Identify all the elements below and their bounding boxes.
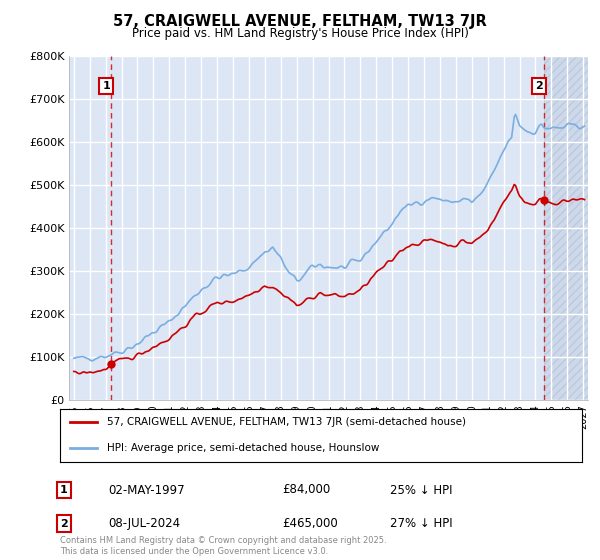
- Text: 1: 1: [60, 485, 68, 495]
- Text: 25% ↓ HPI: 25% ↓ HPI: [390, 483, 452, 497]
- Text: HPI: Average price, semi-detached house, Hounslow: HPI: Average price, semi-detached house,…: [107, 443, 379, 453]
- Text: Price paid vs. HM Land Registry's House Price Index (HPI): Price paid vs. HM Land Registry's House …: [131, 27, 469, 40]
- Text: 27% ↓ HPI: 27% ↓ HPI: [390, 517, 452, 530]
- Text: 57, CRAIGWELL AVENUE, FELTHAM, TW13 7JR (semi-detached house): 57, CRAIGWELL AVENUE, FELTHAM, TW13 7JR …: [107, 417, 466, 427]
- Bar: [544, 56, 588, 400]
- Text: 57, CRAIGWELL AVENUE, FELTHAM, TW13 7JR: 57, CRAIGWELL AVENUE, FELTHAM, TW13 7JR: [113, 14, 487, 29]
- Text: £465,000: £465,000: [282, 517, 338, 530]
- Text: £84,000: £84,000: [282, 483, 330, 497]
- Text: 1: 1: [102, 81, 110, 91]
- Bar: [544, 56, 588, 400]
- Text: 02-MAY-1997: 02-MAY-1997: [108, 483, 185, 497]
- Text: 2: 2: [535, 81, 543, 91]
- Text: 08-JUL-2024: 08-JUL-2024: [108, 517, 180, 530]
- Text: 2: 2: [60, 519, 68, 529]
- Text: Contains HM Land Registry data © Crown copyright and database right 2025.
This d: Contains HM Land Registry data © Crown c…: [60, 536, 386, 556]
